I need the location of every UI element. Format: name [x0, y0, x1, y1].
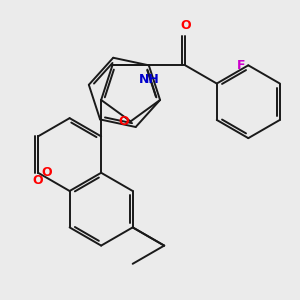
Text: O: O	[42, 166, 52, 179]
Text: F: F	[237, 59, 245, 72]
Text: O: O	[33, 174, 44, 187]
Text: O: O	[180, 19, 190, 32]
Text: O: O	[118, 115, 129, 128]
Text: NH: NH	[138, 73, 159, 86]
